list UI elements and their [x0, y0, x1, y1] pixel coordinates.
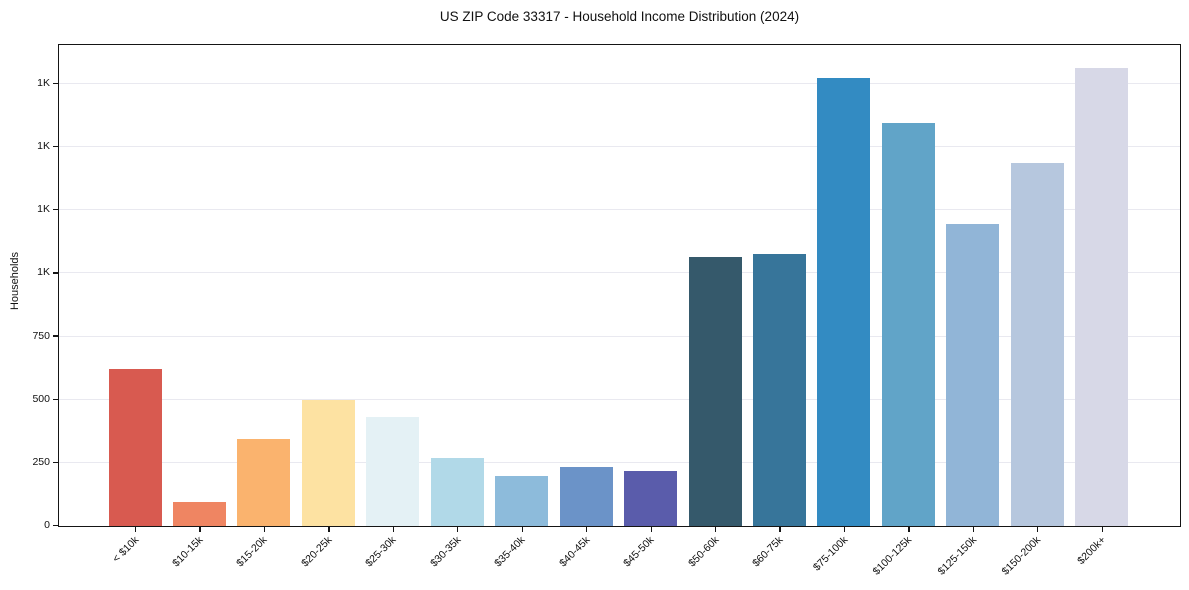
x-tick-mark-150-200k — [1037, 527, 1039, 532]
y-tick-label-1500: 1K — [37, 140, 50, 153]
bar-75-100k — [817, 78, 871, 526]
x-tick-label-25-30k: $25-30k — [363, 534, 399, 570]
x-tick-mark-125-150k — [972, 527, 975, 532]
x-tick-mark-100-125k — [908, 527, 910, 532]
y-tick-mark-1500 — [53, 145, 58, 148]
y-tick-label-750: 750 — [32, 329, 50, 342]
bar-15-20k — [237, 438, 291, 526]
bar-25-30k — [366, 417, 420, 526]
bar-10-15k — [172, 502, 226, 526]
x-tick-label-10-15k: $10-15k — [170, 534, 206, 570]
gridline-1750 — [59, 82, 1180, 84]
bar-30-35k — [430, 458, 484, 526]
bar-150-200k — [1010, 162, 1064, 526]
x-tick-label-60-75k: $60-75k — [750, 534, 786, 570]
x-tick-label-50-60k: $50-60k — [685, 534, 722, 570]
y-tick-mark-1250 — [53, 209, 58, 211]
gridline-250 — [59, 461, 1180, 463]
gridline-1250 — [59, 209, 1180, 211]
x-tick-label-100-125k: $100-125k — [870, 534, 915, 578]
x-tick-label-15-20k: $15-20k — [234, 534, 270, 570]
plot-area — [58, 44, 1181, 527]
x-tick-mark-45-50k — [650, 527, 652, 532]
x-tick-mark-50-60k — [714, 527, 717, 532]
x-tick-mark-200k+ — [1101, 527, 1103, 532]
gridline-1500 — [59, 146, 1180, 148]
x-tick-label-200k+: $200k+ — [1074, 534, 1108, 568]
bar-100-125k — [881, 123, 935, 526]
bar-40-45k — [559, 467, 613, 526]
x-tick-mark-75-100k — [843, 527, 846, 532]
x-tick-label-30-35k: $30-35k — [427, 534, 464, 570]
x-tick-mark-15-20k — [263, 527, 266, 532]
y-axis-label: Households — [9, 251, 21, 311]
x-tick-label-40-45k: $40-45k — [556, 534, 593, 570]
gridline-750 — [59, 335, 1180, 337]
x-tick-label-35-40k: $35-40k — [492, 534, 528, 570]
y-tick-mark-250 — [53, 461, 58, 464]
x-tick-label-45-50k: $45-50k — [621, 534, 657, 570]
bar-20-25k — [301, 399, 355, 526]
y-tick-label-250: 250 — [32, 455, 50, 468]
bar-50-60k — [688, 257, 742, 526]
bar-125-150k — [946, 223, 1000, 526]
y-tick-label-0: 0 — [44, 519, 50, 531]
x-tick-label-150-200k: $150-200k — [999, 534, 1044, 578]
x-tick-mark-10k — [134, 527, 137, 532]
y-tick-mark-1000 — [53, 272, 58, 274]
y-tick-mark-1750 — [53, 82, 58, 85]
x-tick-label-75-100k: $75-100k — [810, 534, 850, 574]
chart-title: US ZIP Code 33317 - Household Income Dis… — [439, 9, 800, 24]
x-tick-mark-10-15k — [199, 527, 201, 532]
bar-45-50k — [624, 471, 678, 526]
x-tick-mark-30-35k — [457, 527, 459, 532]
bar-60-75k — [753, 253, 806, 526]
y-tick-mark-0 — [53, 524, 58, 527]
bar-200k+ — [1075, 68, 1129, 526]
x-tick-label-10k: < $10k — [109, 534, 141, 565]
y-tick-label-1000: 1K — [37, 266, 50, 279]
gridline-1000 — [59, 272, 1180, 274]
bar-35-40k — [495, 476, 549, 526]
x-tick-label-20-25k: $20-25k — [299, 534, 335, 570]
x-tick-mark-60-75k — [779, 527, 781, 532]
y-tick-label-1750: 1K — [37, 76, 50, 89]
x-tick-mark-35-40k — [521, 527, 523, 532]
y-tick-mark-750 — [53, 335, 58, 337]
x-tick-label-125-150k: $125-150k — [935, 534, 979, 578]
x-tick-mark-25-30k — [392, 527, 394, 532]
x-tick-mark-20-25k — [328, 527, 330, 532]
bar-10k — [108, 369, 162, 526]
x-tick-mark-40-45k — [586, 527, 588, 532]
y-tick-mark-500 — [53, 398, 58, 400]
gridline-500 — [59, 398, 1180, 400]
y-tick-label-500: 500 — [32, 392, 50, 405]
y-tick-label-1250: 1K — [37, 203, 50, 216]
